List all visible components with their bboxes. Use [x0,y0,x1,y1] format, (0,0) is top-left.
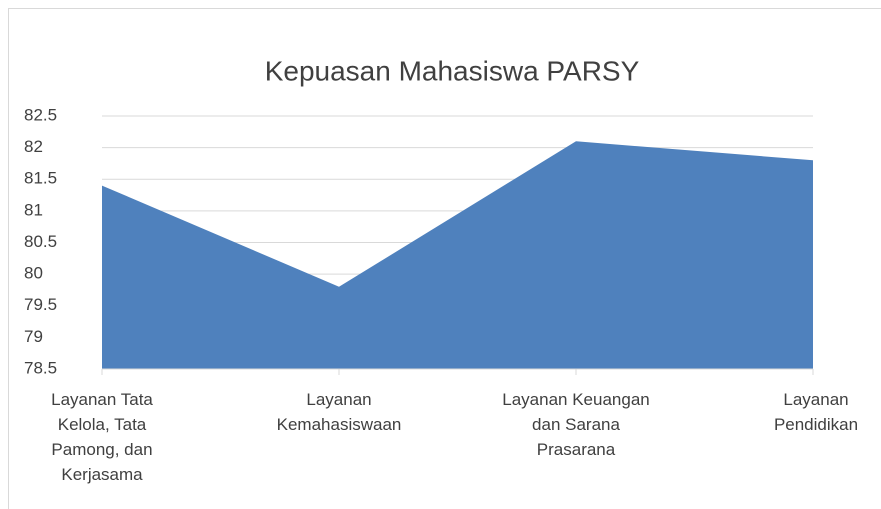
y-tick-label: 81 [24,200,43,219]
y-tick-label: 82.5 [24,105,57,124]
y-tick-label: 82 [24,137,43,156]
x-tick-label: Layanan Kemahasiswaan [276,390,402,434]
y-tick-label: 79.5 [24,295,57,314]
y-tick-label: 78.5 [24,358,57,377]
chart-title: Kepuasan Mahasiswa PARSY [265,55,640,86]
y-tick-label: 79 [24,327,43,346]
y-tick-label: 80.5 [24,232,57,251]
area [102,141,813,369]
x-tick-label: Layanan Pendidikan [773,390,859,434]
x-tick-label: Layanan Tata Kelola, Tata Pamong, dan Ke… [51,390,153,484]
y-tick-label: 81.5 [24,169,57,188]
x-tick-label: Layanan Keuangan dan Sarana Prasarana [502,390,650,459]
y-tick-label: 80 [24,264,43,283]
